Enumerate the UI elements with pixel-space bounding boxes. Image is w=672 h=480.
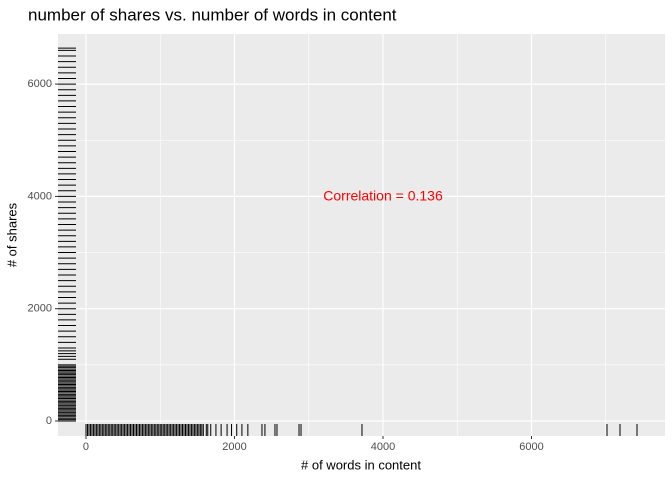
annotation: Correlation = 0.136 bbox=[323, 188, 443, 204]
y-tick-label: 0 bbox=[46, 415, 52, 427]
y-tick-label: 6000 bbox=[28, 78, 52, 90]
plot-background bbox=[58, 34, 665, 436]
y-axis-title: # of shares bbox=[4, 202, 19, 267]
x-axis-title: # of words in content bbox=[301, 457, 421, 472]
x-tick-label: 2000 bbox=[222, 441, 246, 453]
y-tick-label: 2000 bbox=[28, 303, 52, 315]
y-tick-label: 4000 bbox=[28, 190, 52, 202]
x-tick-label: 6000 bbox=[519, 441, 543, 453]
x-tick-label: 4000 bbox=[371, 441, 395, 453]
x-tick-label: 0 bbox=[83, 441, 89, 453]
chart-title: number of shares vs. number of words in … bbox=[28, 5, 397, 24]
